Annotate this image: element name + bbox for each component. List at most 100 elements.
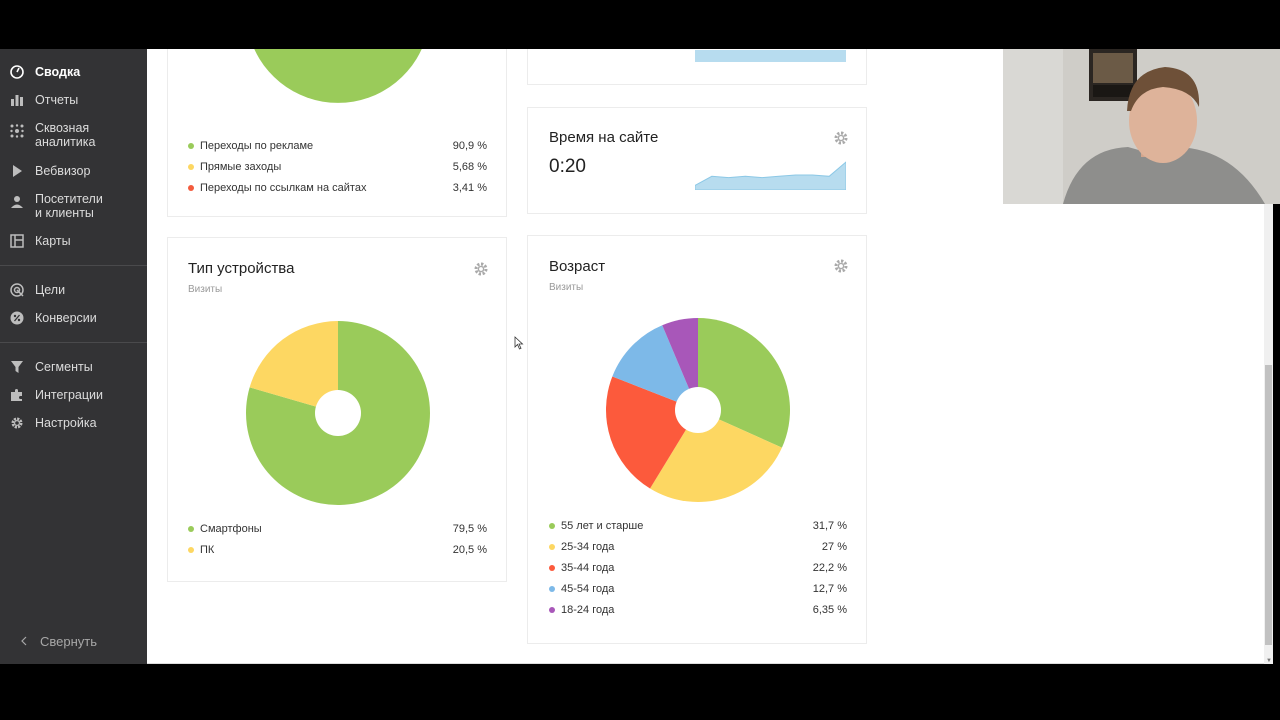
legend-dot (188, 185, 194, 191)
device-slice-1[interactable] (249, 321, 338, 413)
legend-item: Прямые заходы (188, 161, 281, 173)
legend-label: 55 лет и старше (561, 520, 644, 532)
legend-value: 27 % (821, 541, 847, 553)
sidebar-divider (0, 342, 147, 343)
age-slice-0[interactable] (698, 318, 790, 448)
legend-item: ПК (188, 544, 214, 556)
age-slice-4[interactable] (662, 318, 698, 410)
legend-item: Переходы по ссылкам на сайтах (188, 182, 366, 194)
legend-label: Переходы по ссылкам на сайтах (200, 182, 367, 194)
sidebar-collapse-button[interactable]: Свернуть (0, 634, 147, 649)
legend-value: 22,2 % (812, 562, 847, 574)
percent-icon (8, 311, 26, 325)
page-bottom-border (147, 663, 1273, 664)
legend-dot (549, 523, 555, 529)
sidebar-item-label: Карты (35, 234, 71, 248)
sidebar-divider (0, 265, 147, 266)
time-sparkline (695, 161, 846, 190)
legend-value: 90,9 % (452, 140, 487, 152)
sidebar-item-segments[interactable]: Сегменты (0, 360, 147, 374)
age-pie-chart (606, 318, 790, 502)
legend-item: 18-24 года (549, 604, 614, 616)
sidebar-item-visitors[interactable]: Посетители и клиенты (0, 192, 147, 220)
person-icon (8, 195, 26, 209)
puzzle-icon (8, 388, 26, 402)
legend-dot (188, 143, 194, 149)
play-icon (8, 164, 26, 178)
sidebar-item-label: Отчеты (35, 93, 79, 107)
chevron-left-icon (20, 634, 28, 649)
card-title: Время на сайте (549, 129, 659, 146)
legend-label: 45-54 года (561, 583, 615, 595)
sidebar-item-goals[interactable]: Цели (0, 283, 147, 297)
legend-dot (549, 607, 555, 613)
card-title: Возраст (549, 258, 606, 275)
legend-label: 25-34 года (561, 541, 615, 553)
card-subtitle: Визиты (188, 284, 223, 295)
sidebar-item-maps[interactable]: Карты (0, 234, 147, 248)
sidebar-item-reports[interactable]: Отчеты (0, 93, 147, 107)
sidebar-item-summary[interactable]: Сводка (0, 65, 147, 79)
time-on-site-card: Время на сайте 0:20 (527, 107, 867, 214)
legend-value: 6,35 % (812, 604, 847, 616)
legend-label: Прямые заходы (200, 161, 282, 173)
age-slice-3[interactable] (612, 325, 698, 410)
card-title: Тип устройства (188, 260, 295, 277)
sidebar-item-cross-analytics[interactable]: Сквозная аналитика (0, 121, 147, 149)
target-icon (8, 283, 26, 297)
age-slice-1[interactable] (650, 410, 782, 502)
bar-chart-icon (8, 93, 26, 107)
legend-value: 5,68 % (452, 161, 487, 173)
sparkline-area (695, 50, 846, 62)
dashboard-icon (8, 65, 26, 79)
sparkline-area (695, 161, 846, 190)
mouse-cursor-icon (514, 336, 524, 350)
legend-dot (549, 586, 555, 592)
gear-icon (8, 416, 26, 430)
legend-value: 12,7 % (812, 583, 847, 595)
gear-icon[interactable] (473, 261, 489, 277)
legend-label: 18-24 года (561, 604, 615, 616)
legend-value: 79,5 % (452, 523, 487, 535)
legend-item: 45-54 года (549, 583, 614, 595)
webcam-overlay (1003, 49, 1280, 204)
sidebar-item-webvisor[interactable]: Вебвизор (0, 164, 147, 178)
sidebar-item-label: Конверсии (35, 311, 97, 325)
sidebar-item-integrations[interactable]: Интеграции (0, 388, 147, 402)
sidebar-item-label: Цели (35, 283, 66, 297)
card-subtitle: Визиты (549, 282, 584, 293)
sidebar-item-label: Сводка (35, 65, 81, 79)
device-type-card: Тип устройства Визиты Смартфоны 79,5 % ПК 2… (167, 237, 507, 582)
traffic-sources-card: Переходы по рекламе 90,9 % Прямые заходы… (167, 49, 507, 217)
legend-item: Переходы по рекламе (188, 140, 313, 152)
legend-dot (188, 547, 194, 553)
cross-analytics-icon (8, 124, 26, 138)
legend-item: 35-44 года (549, 562, 614, 574)
age-slice-2[interactable] (606, 376, 698, 489)
sidebar: Сводка Отчеты Сквозная аналитика Вебвизо… (0, 49, 147, 664)
legend-dot (188, 164, 194, 170)
sidebar-item-label: Посетители и клиенты (35, 192, 103, 220)
scrollbar-thumb[interactable] (1265, 365, 1272, 645)
age-card: Возраст Визиты 55 лет и старше 31,7 % 25-3… (527, 235, 867, 644)
metric-card-partial (527, 49, 867, 85)
webcam-presenter-image (1003, 49, 1280, 204)
legend-item: 25-34 года (549, 541, 614, 553)
donut-hole (675, 387, 721, 433)
legend-dot (549, 544, 555, 550)
filter-icon (8, 360, 26, 374)
collapse-label: Свернуть (40, 634, 98, 649)
gear-icon[interactable] (833, 258, 849, 274)
sidebar-item-label: Интеграции (35, 388, 104, 402)
legend-label: 35-44 года (561, 562, 615, 574)
scroll-down-arrow[interactable]: ▼ (1266, 658, 1272, 664)
legend-value: 31,7 % (812, 520, 847, 532)
sidebar-item-label: Сквозная аналитика (35, 121, 96, 149)
gear-icon[interactable] (833, 130, 849, 146)
sidebar-item-settings[interactable]: Настройка (0, 416, 147, 430)
sidebar-item-label: Сегменты (35, 360, 93, 374)
legend-label: ПК (200, 544, 215, 556)
sidebar-item-label: Вебвизор (35, 164, 91, 178)
legend-value: 3,41 % (452, 182, 487, 194)
sidebar-item-conversions[interactable]: Конверсии (0, 311, 147, 325)
